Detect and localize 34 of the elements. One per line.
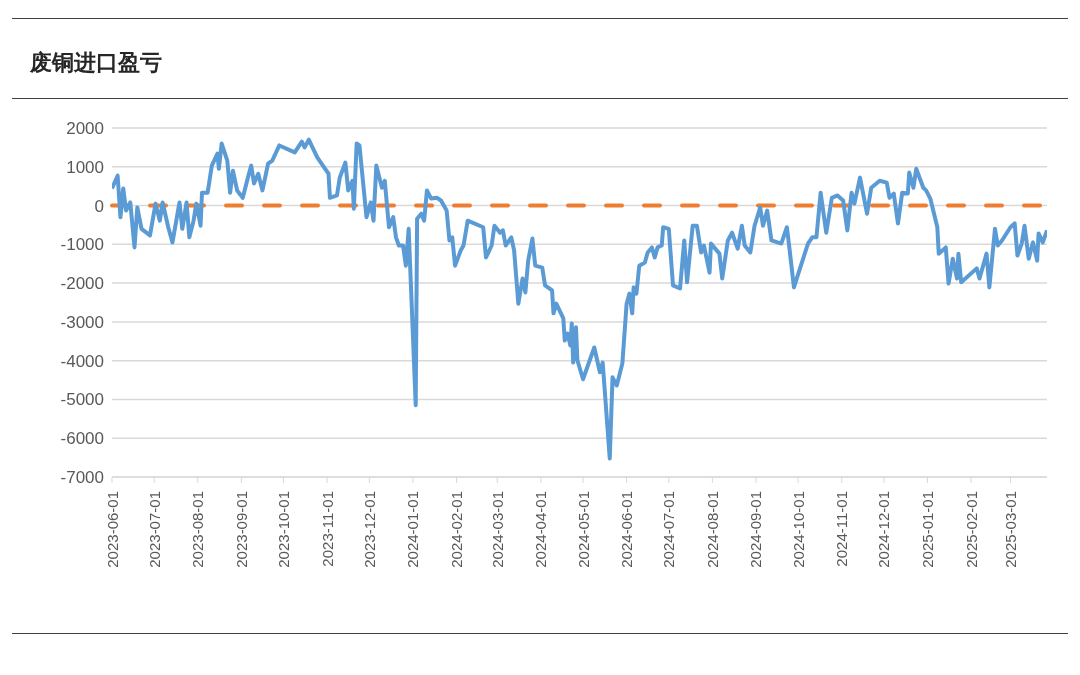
x-tick-label: 2025-03-01 <box>1001 491 1019 568</box>
chart-title: 废铜进口盈亏 <box>30 49 162 77</box>
x-tick-label: 2023-12-01 <box>360 491 378 568</box>
x-tick-label: 2024-09-01 <box>747 491 765 568</box>
x-tick-label: 2023-08-01 <box>189 491 207 568</box>
y-tick-label: -4000 <box>60 351 104 371</box>
x-tick-label: 2024-12-01 <box>875 491 893 568</box>
x-tick-label: 2024-11-01 <box>833 491 851 567</box>
x-tick-label: 2024-03-01 <box>488 491 506 568</box>
y-tick-label: -7000 <box>60 468 104 488</box>
x-tick-label: 2025-01-01 <box>918 491 936 568</box>
y-tick-label: 2000 <box>66 119 104 139</box>
y-tick-label: 1000 <box>66 157 104 177</box>
line-series <box>112 137 1047 461</box>
x-tick-label: 2023-11-01 <box>318 491 336 567</box>
x-tick-label: 2024-01-01 <box>404 491 422 568</box>
x-tick-label: 2025-02-01 <box>962 491 980 568</box>
x-tick-label: 2023-09-01 <box>232 491 250 568</box>
x-tick-label: 2024-08-01 <box>703 491 721 568</box>
x-tick-label: 2024-05-01 <box>574 491 592 568</box>
y-tick-label: -3000 <box>60 312 104 332</box>
y-tick-label: 0 <box>94 196 104 216</box>
x-tick-label: 2023-06-01 <box>103 491 121 568</box>
x-tick-label: 2024-06-01 <box>618 491 636 568</box>
y-tick-label: -6000 <box>60 429 104 449</box>
x-tick-label: 2023-10-01 <box>275 491 293 568</box>
y-tick-label: -2000 <box>60 274 104 294</box>
x-tick-label: 2024-02-01 <box>447 491 465 568</box>
x-tick-label: 2024-04-01 <box>532 491 550 568</box>
x-tick-label: 2024-07-01 <box>660 491 678 568</box>
x-tick-label: 2023-07-01 <box>145 491 163 568</box>
y-tick-label: -1000 <box>60 235 104 255</box>
x-tick-label: 2024-10-01 <box>789 491 807 568</box>
y-tick-label: -5000 <box>60 390 104 410</box>
